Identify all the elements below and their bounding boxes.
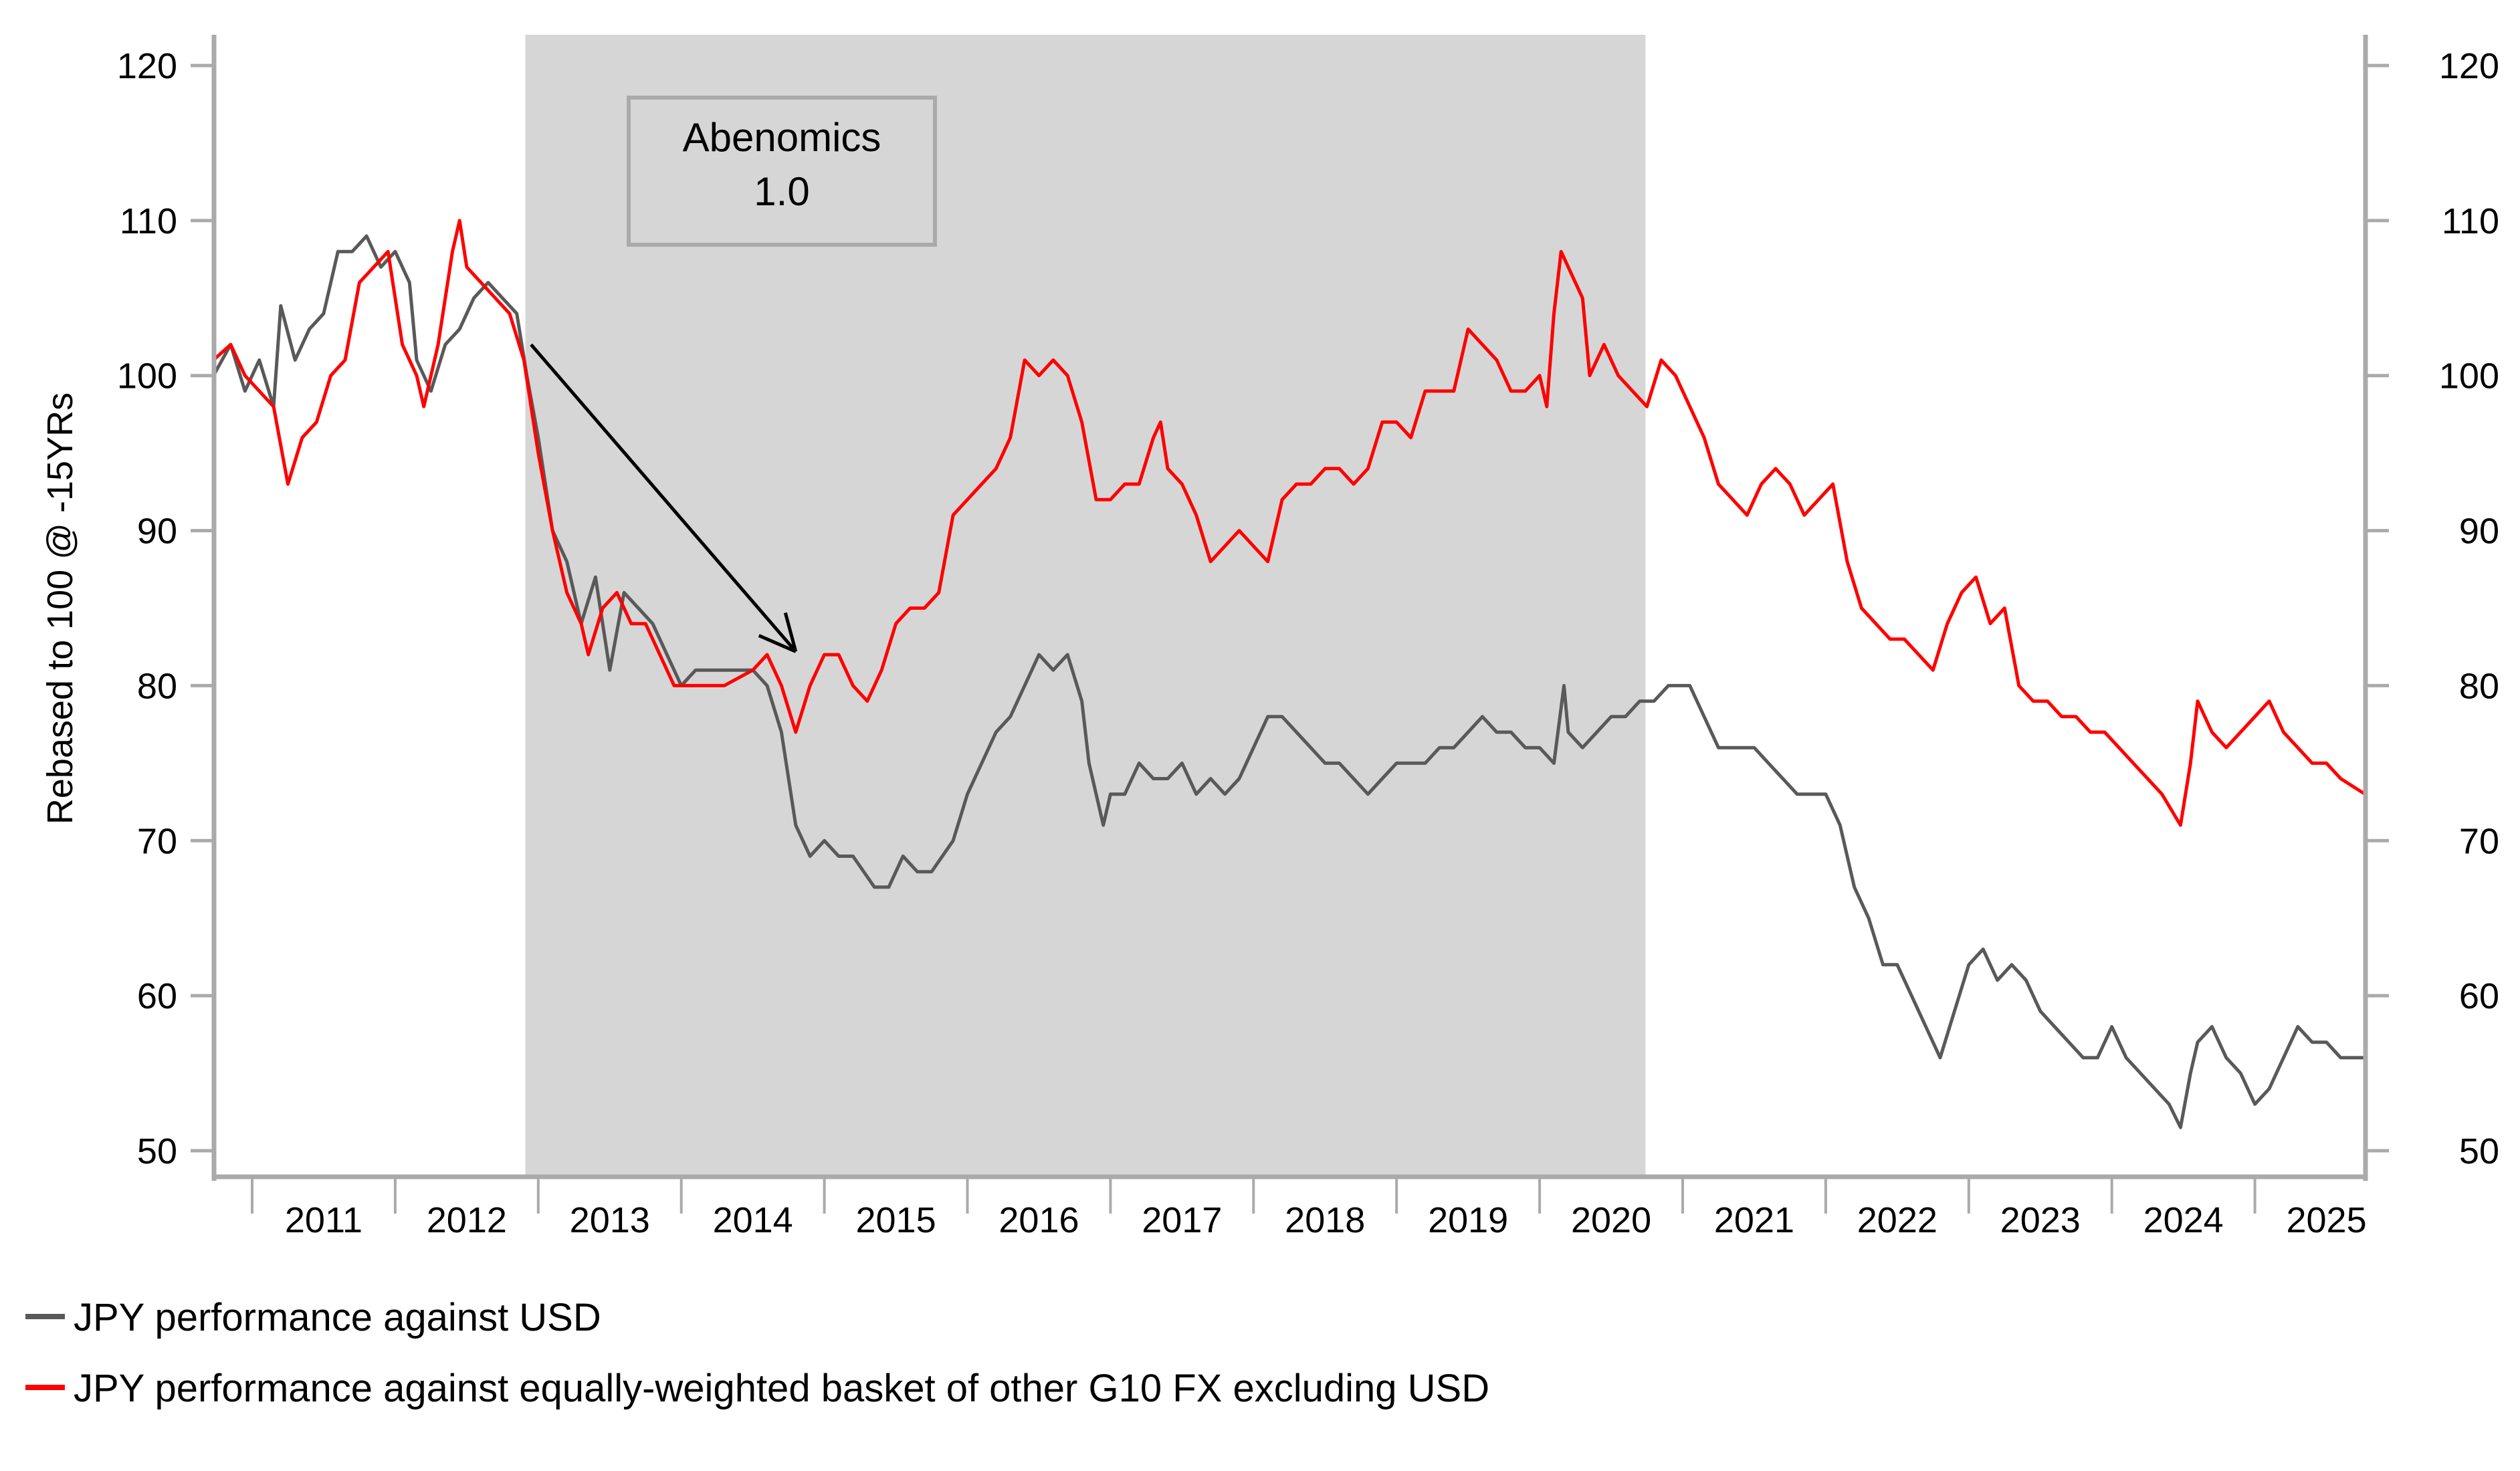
arrow-head-right xyxy=(758,634,797,653)
x-tick-label: 2020 xyxy=(1571,1200,1651,1240)
y-axis-title: Rebased to 100 @ -15YRs xyxy=(40,392,80,824)
x-tick-label: 2025 xyxy=(2286,1200,2366,1240)
y-tick-label-left: 50 xyxy=(137,1131,177,1171)
x-tick-label: 2017 xyxy=(1142,1200,1222,1240)
y-tick-label-left: 70 xyxy=(137,821,177,861)
arrow-head-left xyxy=(783,612,798,653)
series-line-usd xyxy=(212,234,2366,1129)
x-tick-label: 2015 xyxy=(855,1200,936,1240)
x-tick-label: 2021 xyxy=(1714,1200,1794,1240)
legend: JPY performance against USD JPY performa… xyxy=(25,1296,1489,1410)
annotation-box xyxy=(627,96,937,247)
y-tick-label-right: 50 xyxy=(2459,1131,2499,1171)
x-tick-label: 2022 xyxy=(1857,1200,1937,1240)
annotation-arrow xyxy=(530,343,798,653)
x-tick-label: 2024 xyxy=(2143,1200,2224,1240)
x-tick-label: 2011 xyxy=(285,1200,362,1240)
series-layer xyxy=(212,219,2366,1129)
y-tick-label-right: 110 xyxy=(2442,201,2499,241)
legend-item-basket: JPY performance against equally-weighted… xyxy=(25,1367,1489,1410)
y-tick-label-right: 120 xyxy=(2439,46,2499,86)
y-tick-label-left: 60 xyxy=(137,976,177,1016)
x-tick-label: 2013 xyxy=(570,1200,650,1240)
x-tick-label: 2012 xyxy=(427,1200,507,1240)
series-line-basket xyxy=(212,219,2366,827)
y-tick-label-left: 100 xyxy=(117,356,177,397)
legend-item-usd: JPY performance against USD xyxy=(25,1296,601,1339)
legend-label-usd: JPY performance against USD xyxy=(74,1296,601,1339)
x-tick-label: 2018 xyxy=(1285,1200,1365,1240)
abenomics-annotation: Abenomics 1.0 xyxy=(627,96,937,247)
annotation-line-2: 1.0 xyxy=(754,169,809,214)
arrow-shaft xyxy=(530,343,797,653)
legend-label-basket: JPY performance against equally-weighted… xyxy=(74,1367,1489,1410)
y-tick-label-right: 90 xyxy=(2459,512,2499,552)
y-tick-label-left: 80 xyxy=(137,666,177,706)
axes: 50 50 60 60 70 70 80 80 90 90 100 100 110 110 120 120 20… xyxy=(117,35,2499,1240)
annotation-line-1: Abenomics xyxy=(683,115,881,160)
y-tick-label-right: 100 xyxy=(2439,356,2499,397)
y-tick-label-right: 70 xyxy=(2459,821,2499,861)
x-tick-label: 2014 xyxy=(713,1200,793,1240)
y-tick-label-left: 120 xyxy=(117,46,177,86)
x-tick-label: 2023 xyxy=(2000,1200,2081,1240)
y-tick-label-left: 90 xyxy=(137,512,177,552)
x-tick-label: 2019 xyxy=(1428,1200,1508,1240)
y-tick-label-left: 110 xyxy=(120,201,177,241)
y-tick-label-right: 60 xyxy=(2459,976,2499,1016)
x-tick-label: 2016 xyxy=(999,1200,1079,1240)
y-tick-label-right: 80 xyxy=(2459,666,2499,706)
